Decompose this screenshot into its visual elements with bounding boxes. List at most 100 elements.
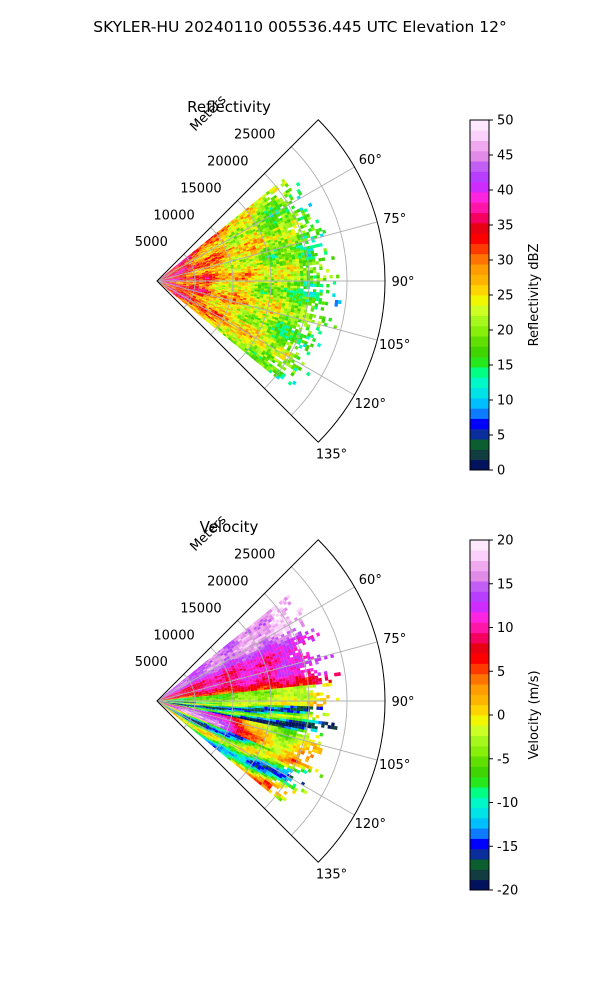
radar-cell — [313, 283, 317, 287]
radar-cell — [306, 351, 311, 356]
radar-cell — [180, 267, 184, 270]
radar-cell — [233, 223, 238, 228]
colorbar-tick-label: 25 — [497, 289, 514, 304]
radar-cell — [252, 237, 257, 241]
radar-cell — [300, 275, 304, 279]
radar-cell — [240, 222, 245, 227]
radar-cell — [264, 224, 269, 229]
radar-cell — [178, 272, 182, 274]
radar-cell — [270, 216, 276, 221]
radar-cell — [202, 254, 206, 257]
radar-cell — [198, 247, 202, 251]
radar-cell — [191, 261, 195, 264]
radar-cell — [320, 306, 325, 311]
radar-cell — [295, 181, 301, 187]
radar-cell — [251, 210, 256, 214]
radar-cell — [276, 213, 281, 218]
radar-cell — [248, 222, 253, 226]
radar-cell — [201, 258, 205, 262]
radar-cell — [265, 200, 270, 205]
radar-cell — [188, 255, 192, 259]
radar-cell — [239, 227, 244, 231]
radar-cell — [223, 237, 227, 241]
radar-cell — [170, 270, 174, 273]
radar-cell — [227, 246, 232, 250]
radar-cell — [171, 272, 175, 275]
colorbar-segment — [470, 264, 489, 275]
radar-cell — [192, 250, 196, 254]
radar-cell — [166, 276, 170, 278]
radar-cell — [271, 204, 276, 209]
radar-cell — [241, 236, 245, 240]
radar-cell — [270, 196, 275, 201]
radar-cell — [162, 276, 166, 279]
radar-cell — [323, 251, 328, 255]
range-tick-label: 5000 — [135, 235, 168, 250]
radar-cell — [212, 252, 217, 255]
radar-cell — [307, 202, 313, 208]
radar-cell — [235, 233, 240, 237]
radar-cell — [177, 269, 181, 272]
radar-cell — [245, 230, 250, 234]
radar-cell — [265, 219, 270, 224]
radar-cell — [309, 275, 314, 279]
radar-cell — [205, 245, 209, 249]
radar-cell — [211, 250, 216, 254]
radar-cell — [209, 246, 213, 250]
radar-cell — [225, 223, 230, 228]
radar-cell — [169, 275, 173, 277]
radar-cell — [325, 268, 330, 273]
radar-cell — [198, 260, 202, 263]
radar-cell — [218, 249, 223, 253]
radar-cell — [222, 231, 227, 235]
radar-cell — [198, 246, 202, 250]
radar-cell — [239, 249, 244, 253]
radar-cell — [275, 205, 281, 210]
radar-cell — [162, 274, 165, 278]
radar-cell — [230, 219, 235, 224]
radar-cell — [229, 224, 234, 228]
radar-cell — [213, 239, 217, 243]
radar-cell — [287, 601, 292, 606]
radar-cell — [266, 202, 271, 207]
radar-cell — [224, 228, 229, 232]
radar-cell — [258, 196, 263, 202]
radar-cell — [203, 264, 207, 267]
radar-cell — [219, 261, 223, 264]
radar-cell — [319, 292, 323, 296]
radar-cell — [171, 273, 176, 275]
radar-cell — [263, 204, 268, 209]
radar-cell — [291, 380, 297, 386]
radar-cell — [201, 251, 205, 255]
radar-cell — [203, 255, 207, 259]
radar-cell — [290, 276, 294, 280]
radar-cell — [242, 248, 247, 252]
radar-cell — [174, 270, 178, 273]
radar-cell — [201, 245, 205, 249]
radar-cell — [246, 225, 251, 230]
radar-cell — [162, 277, 167, 279]
data-field — [157, 594, 341, 802]
radar-cell — [250, 208, 255, 213]
radar-cell — [198, 261, 203, 264]
radar-cell — [183, 267, 187, 270]
radar-cell — [182, 258, 186, 262]
radar-cell — [217, 240, 221, 244]
radar-cell — [261, 206, 266, 211]
radar-cell — [272, 194, 278, 200]
radar-cell — [215, 251, 220, 254]
colorbar-segment — [470, 150, 489, 162]
colorbar-segment — [470, 212, 489, 224]
radar-cell — [312, 314, 317, 319]
radar-cell — [274, 202, 279, 208]
radar-cell — [214, 256, 218, 259]
radar-cell — [232, 222, 237, 226]
radar-cell — [226, 224, 230, 229]
radar-cell — [329, 274, 333, 279]
radar-cell — [253, 201, 258, 206]
radar-cell — [178, 264, 182, 267]
azimuth-tick-label: 135° — [316, 448, 347, 463]
radar-cell — [263, 192, 268, 198]
radar-cell — [203, 243, 208, 247]
radar-cell — [262, 208, 267, 213]
